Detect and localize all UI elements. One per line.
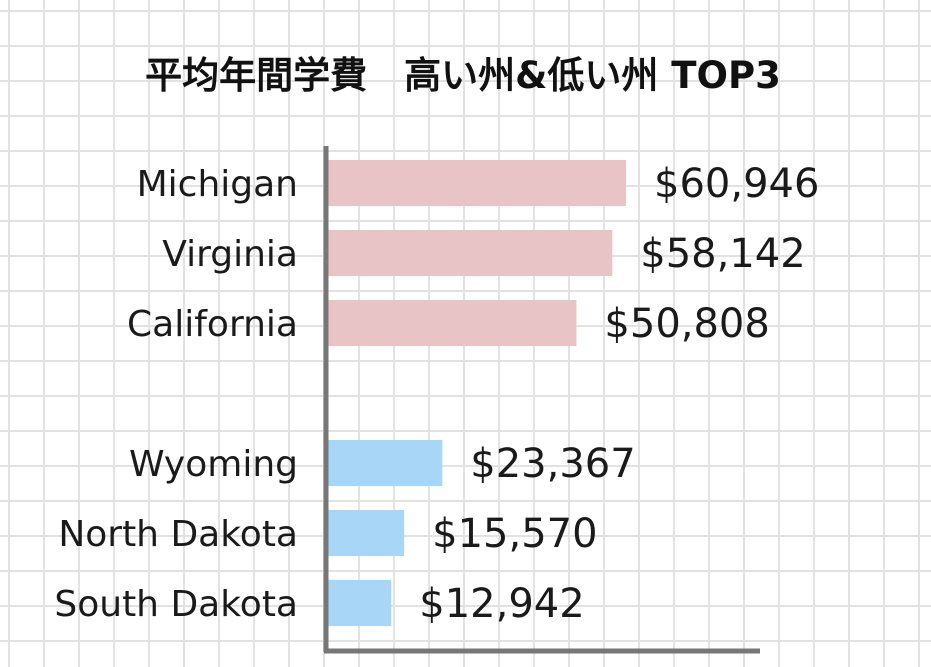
category-label-south-dakota: South Dakota xyxy=(54,584,298,625)
category-label-michigan: Michigan xyxy=(137,164,298,205)
bar-michigan xyxy=(328,160,626,206)
value-label-michigan: $60,946 xyxy=(654,161,819,207)
chart-title: 平均年間学費 高い州&低い州 TOP3 xyxy=(145,54,781,97)
category-label-wyoming: Wyoming xyxy=(129,444,298,485)
value-label-california: $50,808 xyxy=(604,301,769,347)
bar-virginia xyxy=(328,230,613,276)
bars-layer: Michigan $60,946 Virginia $58,142 California… xyxy=(54,160,819,627)
category-label-north-dakota: North Dakota xyxy=(58,514,298,555)
category-label-california: California xyxy=(127,304,298,345)
value-label-south-dakota: $12,942 xyxy=(419,581,584,627)
bar-wyoming xyxy=(328,440,443,486)
value-label-wyoming: $23,367 xyxy=(470,441,635,487)
category-label-virginia: Virginia xyxy=(162,234,298,275)
bar-california xyxy=(328,300,577,346)
bar-north-dakota xyxy=(328,510,405,556)
value-label-virginia: $58,142 xyxy=(640,231,805,277)
bar-south-dakota xyxy=(328,580,392,626)
value-label-north-dakota: $15,570 xyxy=(432,511,597,557)
